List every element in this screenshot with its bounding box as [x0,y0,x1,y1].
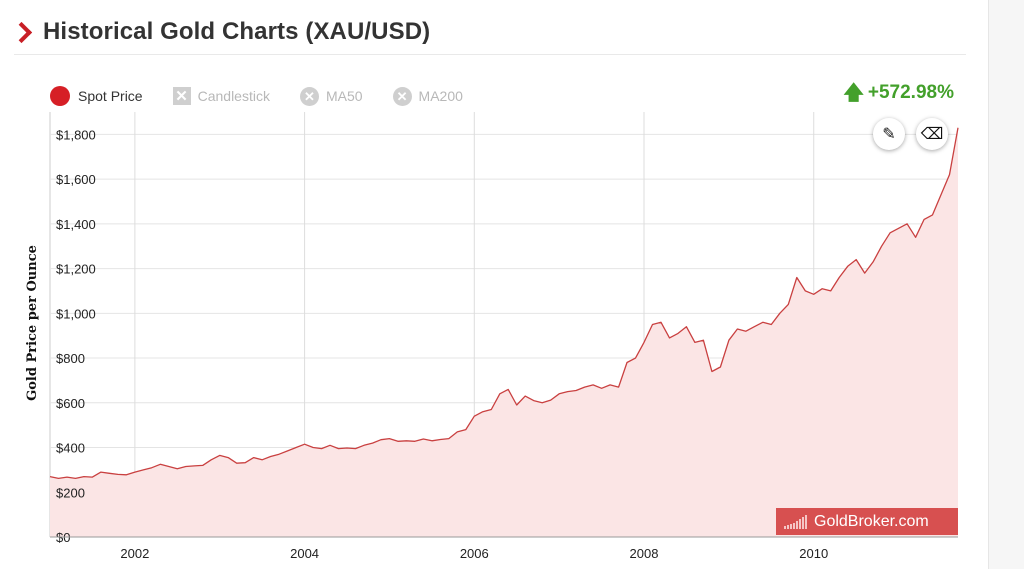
eraser-icon: ⌫ [920,126,944,143]
legend-label: MA200 [418,88,463,104]
pencil-icon: ✎ [882,126,896,143]
y-tick-label: $1,000 [56,306,96,321]
legend-candlestick[interactable]: ✕ Candlestick [172,87,270,105]
chart-legend: Spot Price ✕ Candlestick ✕ MA50 ✕ MA200 [50,84,493,108]
y-tick-label: $200 [56,485,85,500]
page-side-strip [988,0,1024,569]
legend-label: Candlestick [197,88,270,104]
y-tick-label: $1,800 [56,127,96,142]
legend-ma50[interactable]: ✕ MA50 [299,86,363,106]
legend-label: MA50 [325,88,363,104]
y-tick-label: $800 [56,351,85,366]
watermark-text: GoldBroker.com [814,512,929,530]
header-divider [14,54,966,55]
y-tick-label: $1,600 [56,172,96,187]
price-change-value: +572.98% [867,82,954,103]
x-tick-label: 2004 [290,546,319,561]
x-tick-label: 2010 [799,546,828,561]
y-tick-label: $600 [56,396,85,411]
legend-ma200[interactable]: ✕ MA200 [392,86,463,106]
y-axis-label: Gold Price per Ounce [25,245,40,401]
eraser-tool-button[interactable]: ⌫ [916,118,948,150]
price-change: 🡅 +572.98% [843,82,954,104]
page-title: Historical Gold Charts (XAU/USD) [43,18,431,45]
spot-price-line [49,127,959,480]
legend-spot-price[interactable]: Spot Price [50,86,143,106]
page-header: Historical Gold Charts (XAU/USD) [10,14,431,50]
gold-price-chart: $0$200$400$600$800$1,000$1,200$1,400$1,6… [25,112,959,561]
ma50-off-icon: ✕ [299,86,319,106]
x-tick-label: 2008 [630,546,659,561]
ma200-off-icon: ✕ [392,86,412,106]
x-tick-label: 2002 [120,546,149,561]
y-tick-label: $1,200 [56,262,96,277]
watermark-bars-icon [784,514,808,529]
x-tick-label: 2006 [460,546,489,561]
spot-price-dot-icon [50,86,70,106]
y-tick-label: $400 [56,441,85,456]
candlestick-off-icon: ✕ [172,87,191,105]
y-tick-label: $1,400 [56,217,96,232]
pencil-tool-button[interactable]: ✎ [873,118,905,150]
legend-label: Spot Price [78,88,143,104]
goldbroker-watermark: GoldBroker.com [776,508,958,535]
up-arrow-icon: 🡅 [843,82,864,104]
spot-price-area [50,127,958,537]
